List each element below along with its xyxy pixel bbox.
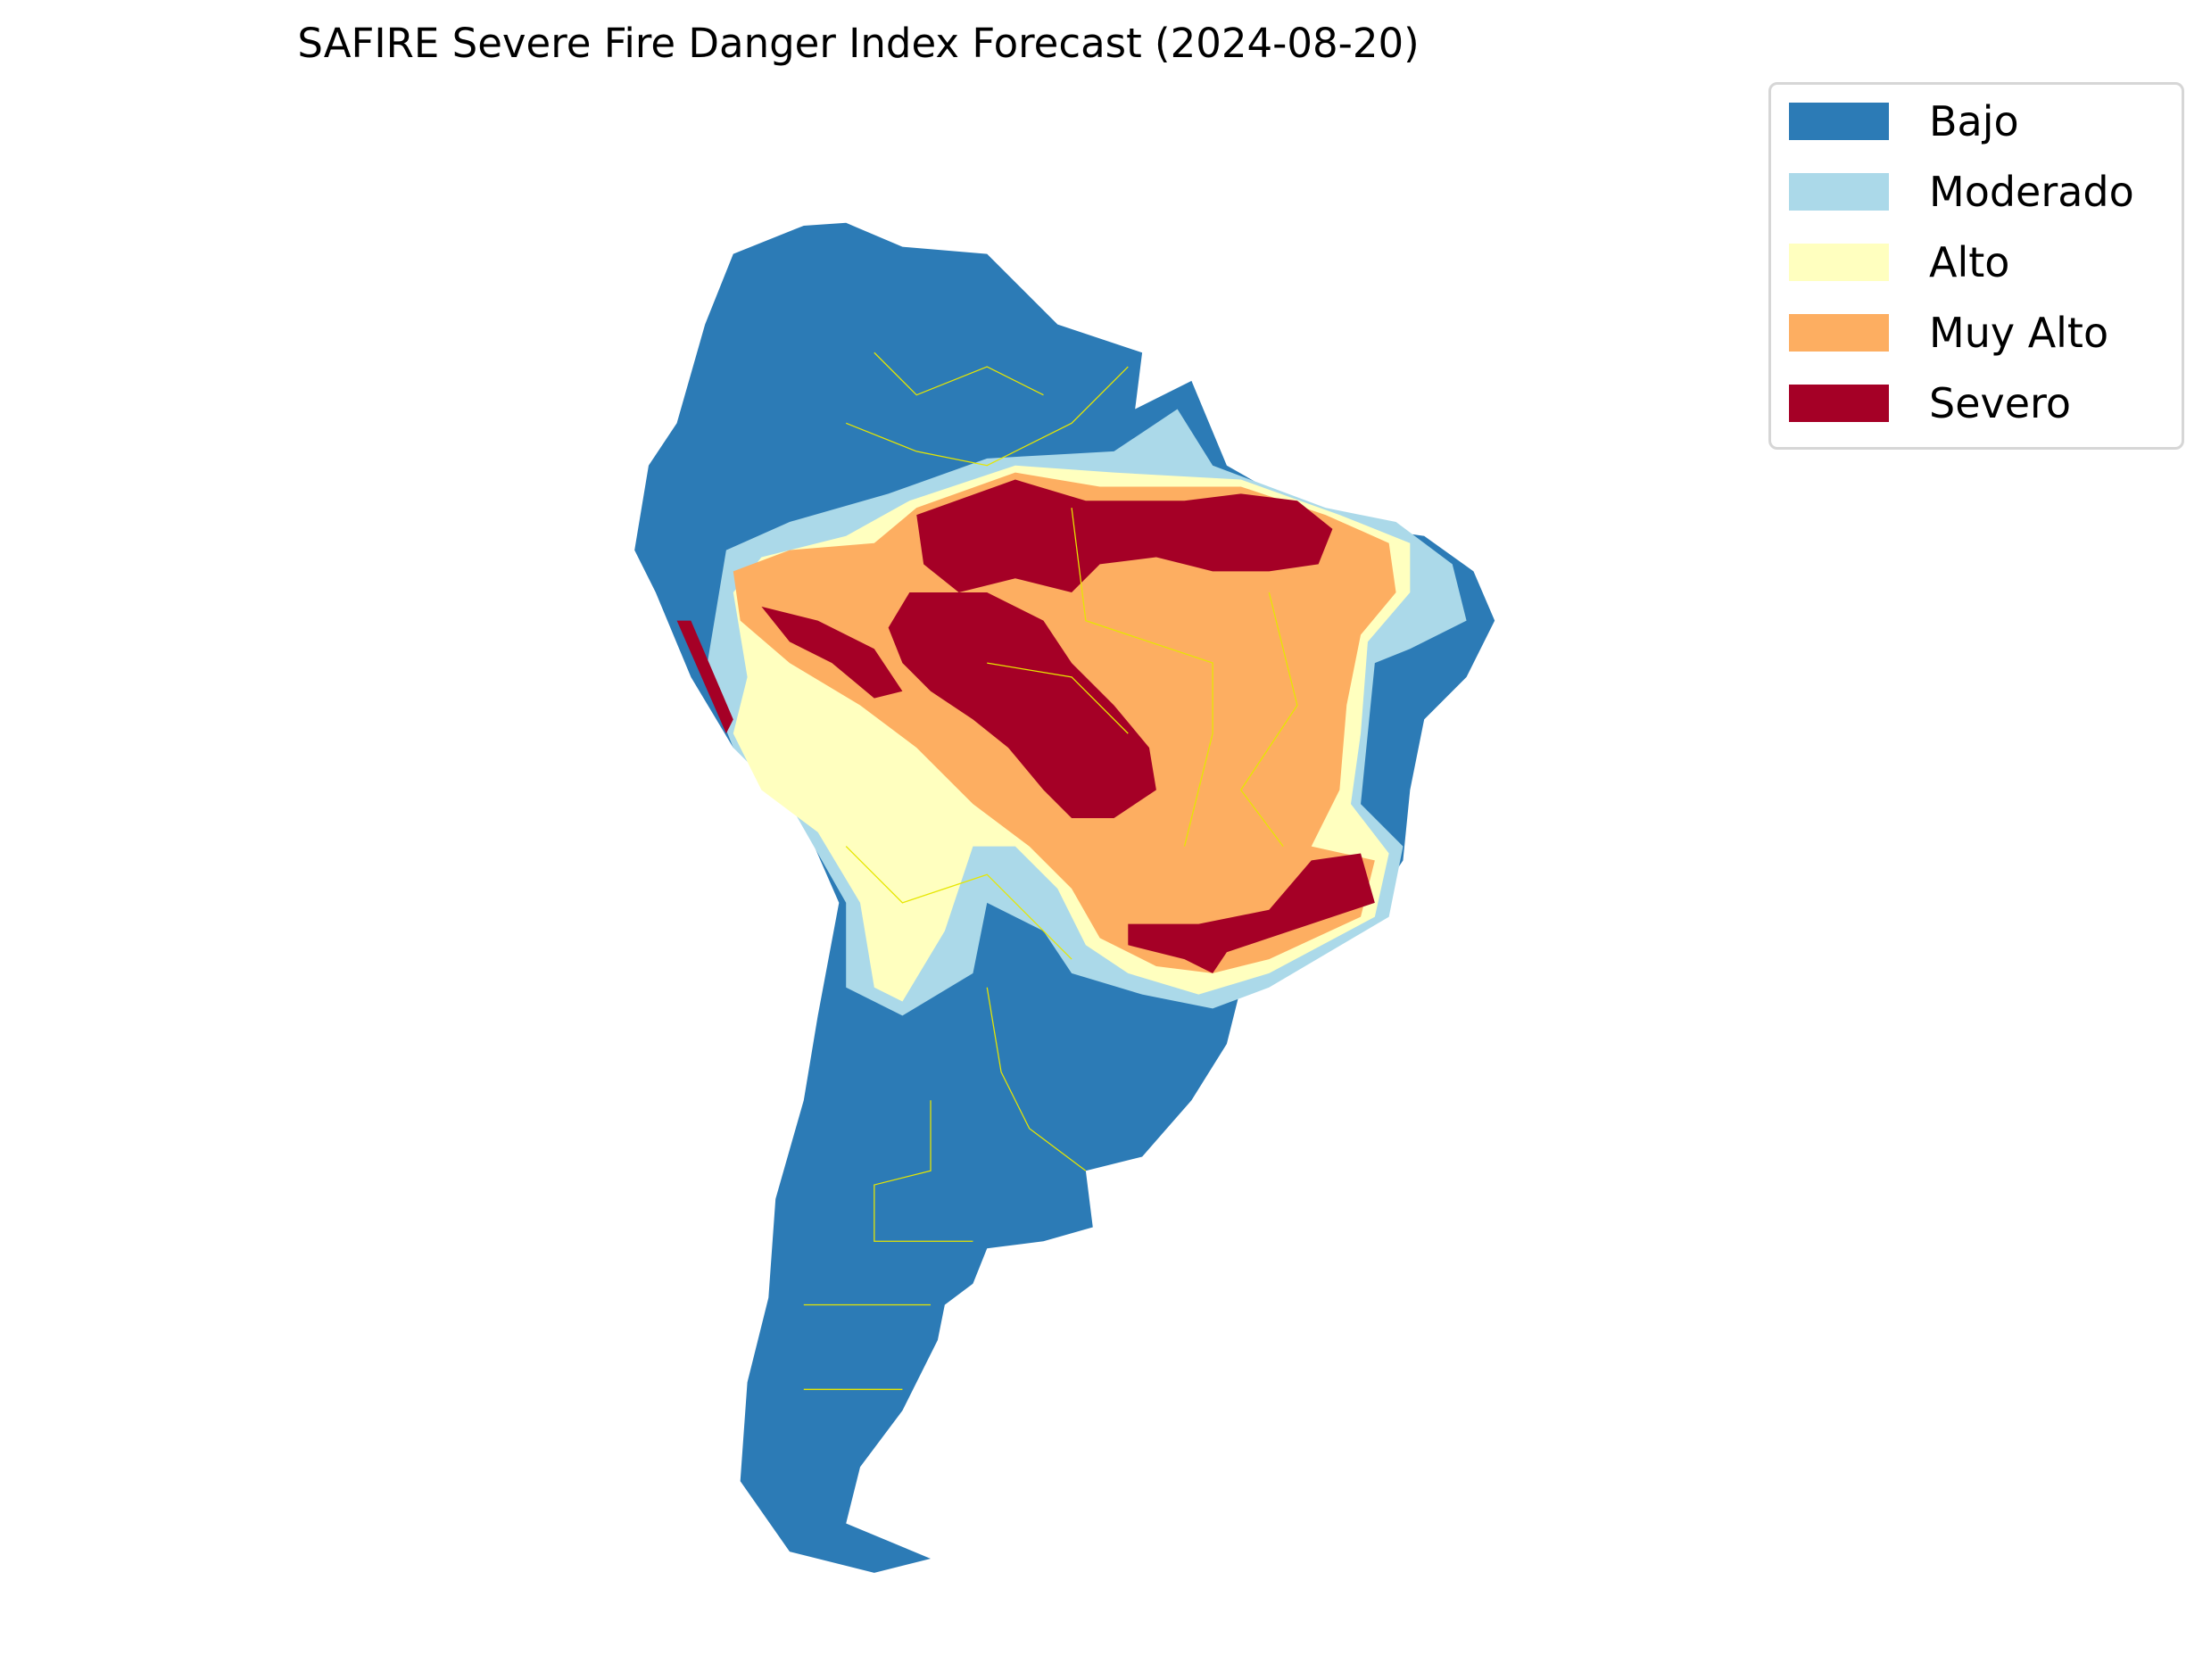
region-severo-north [916, 479, 1333, 593]
legend-swatch-severo [1789, 385, 1889, 422]
legend: Bajo Moderado Alto Muy Alto Severo [1768, 82, 2184, 450]
legend-label: Alto [1929, 238, 2010, 286]
legend-swatch-moderado [1789, 173, 1889, 211]
legend-item-moderado: Moderado [1789, 168, 2134, 216]
legend-swatch-alto [1789, 244, 1889, 281]
region-severo-southeast [1128, 853, 1375, 973]
legend-swatch-muy-alto [1789, 314, 1889, 352]
legend-item-muy-alto: Muy Alto [1789, 309, 2108, 357]
legend-item-alto: Alto [1789, 238, 2009, 286]
legend-item-bajo: Bajo [1789, 97, 2019, 145]
region-severo-central [888, 592, 1156, 818]
region-severo-west [761, 606, 903, 699]
legend-item-severo: Severo [1789, 379, 2071, 427]
legend-swatch-bajo [1789, 103, 1889, 140]
legend-label: Bajo [1929, 97, 2019, 145]
map-title: SAFIRE Severe Fire Danger Index Forecast… [297, 20, 1420, 67]
legend-label: Muy Alto [1929, 309, 2109, 357]
legend-label: Severo [1929, 379, 2072, 427]
admin-borders [803, 352, 1298, 1390]
region-severo-andes [676, 620, 733, 734]
legend-label: Moderado [1929, 168, 2134, 216]
